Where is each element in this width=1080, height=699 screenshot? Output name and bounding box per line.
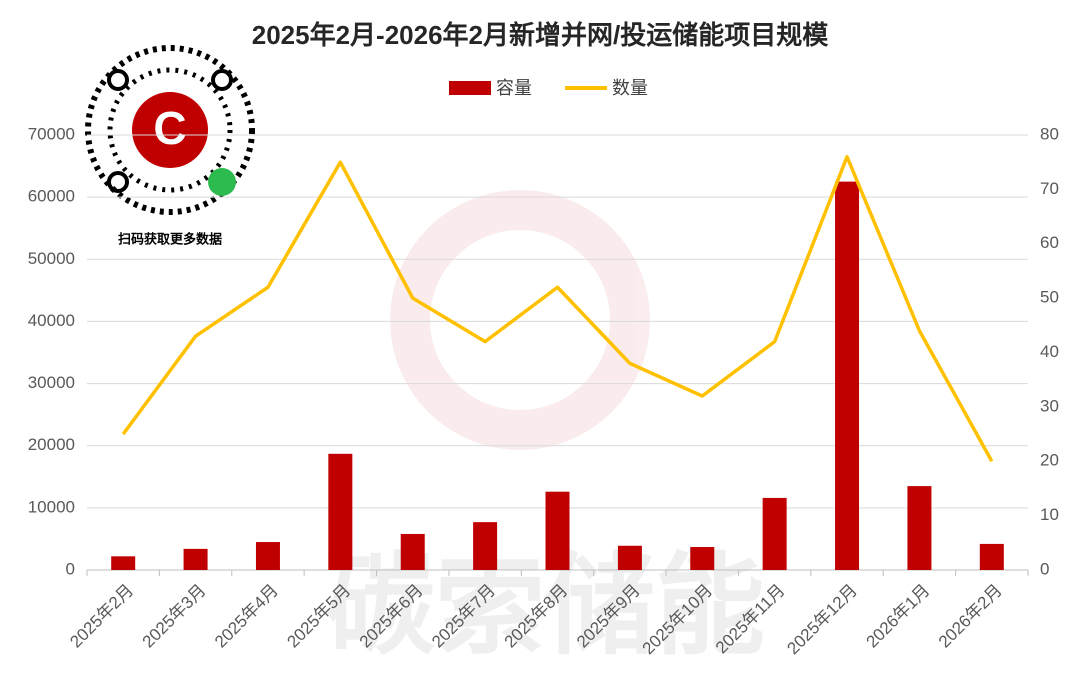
bar [979, 543, 1004, 570]
y-tick-label: 20000 [28, 435, 75, 454]
bar [762, 497, 787, 570]
watermark-logo [390, 190, 650, 450]
bar [545, 491, 570, 570]
y2-tick-label: 50 [1040, 288, 1059, 307]
bar [400, 533, 425, 570]
y-tick-label: 0 [66, 559, 75, 578]
y2-tick-label: 70 [1040, 179, 1059, 198]
bar [617, 545, 642, 570]
bar [473, 522, 498, 570]
bar [111, 556, 136, 570]
y-tick-label: 40000 [28, 311, 75, 330]
svg-text:C: C [153, 102, 186, 154]
bar [255, 542, 280, 570]
y-tick-label: 50000 [28, 249, 75, 268]
y2-tick-label: 60 [1040, 233, 1059, 252]
y2-tick-label: 30 [1040, 396, 1059, 415]
y2-tick-label: 80 [1040, 124, 1059, 143]
bar [835, 181, 860, 570]
legend-label: 数量 [612, 78, 648, 98]
bar [328, 453, 353, 570]
bar [907, 486, 932, 570]
y-tick-label: 30000 [28, 373, 75, 392]
y2-tick-label: 10 [1040, 505, 1059, 524]
bar [690, 547, 715, 570]
qr-code: C [85, 45, 255, 215]
y2-tick-label: 20 [1040, 451, 1059, 470]
bar [183, 548, 208, 570]
qr-caption: 扫码获取更多数据 [118, 231, 222, 246]
legend-label: 容量 [496, 78, 532, 98]
y-tick-label: 10000 [28, 497, 75, 516]
line [121, 155, 994, 463]
chart-title: 2025年2月-2026年2月新增并网/投运储能项目规模 [252, 20, 829, 50]
y-tick-label: 70000 [28, 124, 75, 143]
y2-tick-label: 40 [1040, 342, 1059, 361]
y2-tick-label: 0 [1040, 559, 1049, 578]
legend-swatch [449, 81, 491, 95]
y-tick-label: 60000 [28, 187, 75, 206]
